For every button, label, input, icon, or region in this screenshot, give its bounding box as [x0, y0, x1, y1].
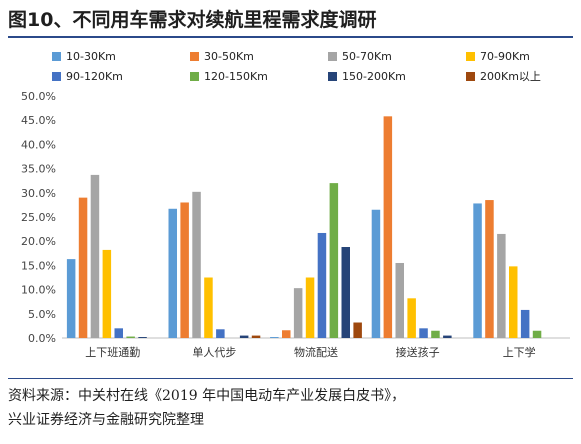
y-tick-label: 20.0%	[21, 235, 56, 248]
x-category-label: 物流配送	[294, 345, 338, 359]
legend-item: 70-90Km	[466, 50, 576, 63]
legend-item: 10-30Km	[52, 50, 190, 63]
bar	[180, 202, 189, 338]
bar	[532, 330, 542, 338]
bar	[329, 183, 339, 338]
chart-legend: 10-30Km 30-50Km 50-70Km 70-90Km 90-120Km 120-…	[52, 50, 572, 84]
source-note: 资料来源：中关村在线《2019 年中国电动车产业发展白皮书》， 兴业证券经济与金…	[8, 384, 573, 432]
bar	[473, 203, 482, 338]
bar	[497, 233, 506, 338]
title-rule	[8, 36, 573, 38]
bar	[216, 329, 225, 338]
legend-swatch	[466, 71, 475, 81]
bar	[168, 208, 177, 338]
legend-swatch	[190, 52, 199, 61]
bar	[407, 298, 416, 338]
legend-swatch	[466, 52, 475, 61]
bar-chart: 0.0% 5.0% 10.0% 15.0% 20.0% 25.0% 30.0% 35.0% 40…	[21, 90, 570, 359]
x-category-label: 上下班通勤	[85, 346, 140, 359]
source-rule	[8, 378, 573, 379]
legend-label: 70-90Km	[480, 50, 530, 63]
source-line-1: 资料来源：中关村在线《2019 年中国电动车产业发展白皮书》，	[8, 388, 406, 404]
bar	[282, 330, 291, 338]
legend-label: 30-50Km	[204, 50, 254, 63]
bar	[371, 209, 381, 338]
y-tick-label: 10.0%	[21, 284, 56, 297]
y-tick-label: 5.0%	[28, 308, 56, 321]
bar	[520, 309, 530, 338]
bar	[341, 247, 350, 338]
legend-item: 150-200Km	[328, 68, 466, 84]
legend-label: 90-120Km	[66, 69, 123, 83]
legend-swatch	[190, 71, 199, 81]
legend-label: 200Km以上	[480, 70, 541, 83]
bar	[509, 266, 518, 338]
figure-title: 图10、不同用车需求对续航里程需求度调研	[8, 9, 377, 31]
y-tick-label: 45.0%	[21, 114, 56, 127]
bar	[443, 335, 452, 338]
bar	[305, 277, 315, 338]
x-category-label: 上下学	[503, 345, 536, 359]
bar	[204, 277, 213, 338]
legend-item: 120-150Km	[190, 68, 328, 84]
bar	[251, 335, 261, 338]
source-line-2: 兴业证券经济与金融研究院整理	[8, 412, 204, 428]
legend-swatch	[52, 71, 61, 81]
bar	[102, 249, 112, 338]
legend-label: 120-150Km	[204, 69, 268, 83]
y-tick-label: 0.0%	[28, 332, 56, 345]
bar	[419, 328, 428, 338]
x-category-label: 接送孩子	[396, 345, 440, 359]
bar	[431, 330, 440, 338]
legend-item: 200Km以上	[466, 68, 576, 84]
legend-swatch	[328, 71, 337, 81]
y-tick-label: 50.0%	[21, 90, 56, 103]
bar	[66, 259, 76, 338]
bar	[270, 337, 279, 338]
bar	[353, 322, 362, 338]
legend-swatch	[52, 52, 61, 61]
bar	[485, 200, 494, 338]
bar	[293, 288, 303, 338]
y-tick-label: 30.0%	[21, 187, 56, 200]
y-tick-label: 40.0%	[21, 138, 56, 151]
bar	[317, 232, 327, 338]
bar	[78, 197, 88, 338]
bar	[192, 191, 201, 338]
legend-label: 50-70Km	[342, 50, 392, 63]
bar	[138, 337, 147, 338]
bar	[114, 328, 123, 338]
legend-item: 30-50Km	[190, 50, 328, 63]
legend-item: 50-70Km	[328, 50, 466, 63]
bar	[239, 335, 249, 338]
y-tick-label: 15.0%	[21, 259, 56, 272]
legend-label: 10-30Km	[66, 50, 116, 63]
legend-swatch	[328, 52, 337, 61]
legend-item: 90-120Km	[52, 68, 190, 84]
bar	[90, 174, 100, 338]
legend-label: 150-200Km	[342, 69, 406, 83]
bar	[383, 116, 393, 338]
bar	[395, 262, 404, 338]
y-tick-label: 25.0%	[21, 211, 56, 224]
y-tick-label: 35.0%	[21, 163, 56, 176]
x-category-label: 单人代步	[192, 346, 236, 359]
bar	[126, 336, 135, 338]
